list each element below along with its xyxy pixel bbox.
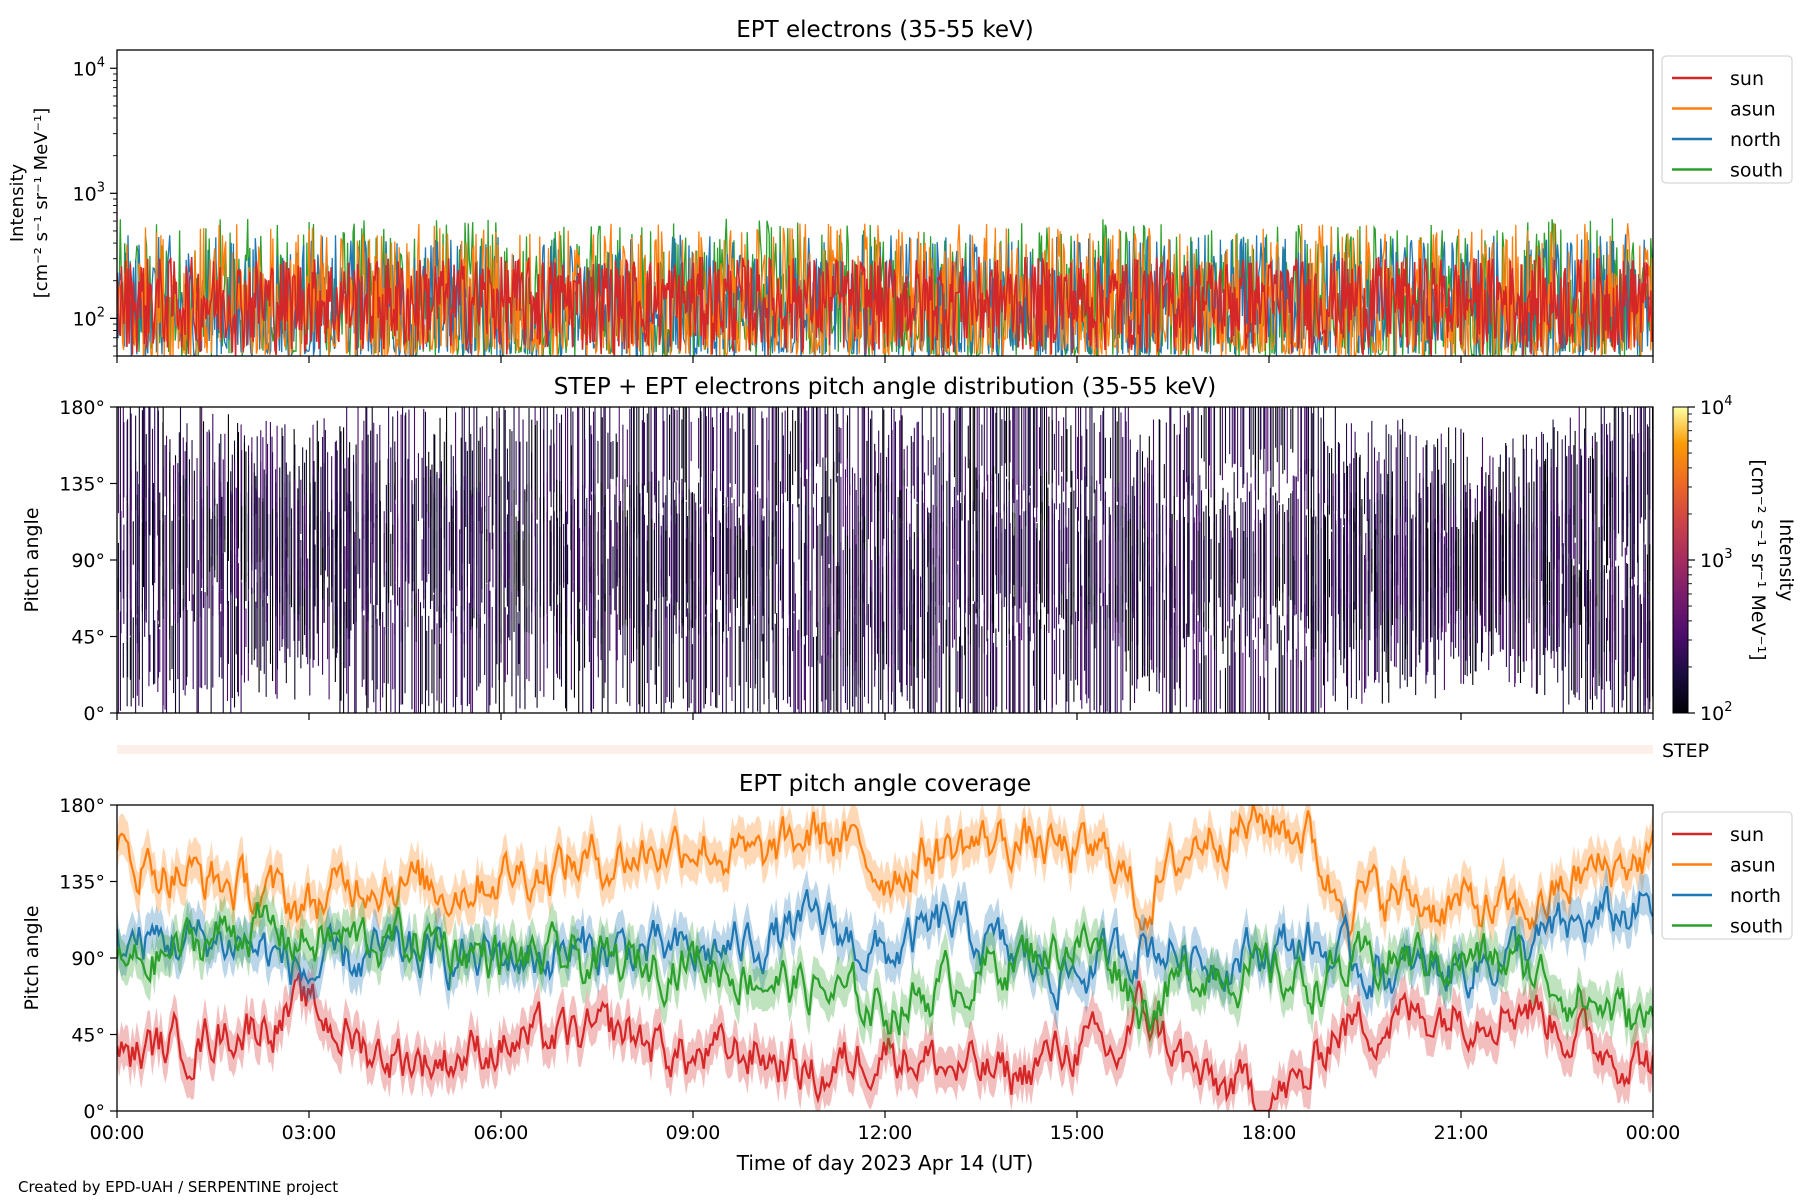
coverage-legend: sun asun north south bbox=[1661, 811, 1793, 940]
pitch-distribution-panel: STEP + EPT electrons pitch angle distrib… bbox=[21, 374, 1797, 725]
intensity-ylabel-line1: Intensity bbox=[7, 163, 28, 242]
x-tick-label: 03:00 bbox=[282, 1122, 337, 1144]
pitch-ytick-label: 135° bbox=[59, 474, 105, 496]
pitch-ytick-label: 0° bbox=[83, 1101, 105, 1123]
coverage-band-sun bbox=[117, 952, 1653, 1111]
x-tick-label: 09:00 bbox=[666, 1122, 721, 1144]
intensity-plot-area bbox=[117, 218, 1653, 356]
intensity-ytick-label: 104 bbox=[73, 55, 105, 80]
step-label: STEP bbox=[1662, 740, 1709, 762]
pitch-distribution-y-ticks: 0° 45° 90° 135° 180° bbox=[59, 397, 117, 725]
legend-label-north: north bbox=[1730, 885, 1781, 907]
coverage-line-south bbox=[117, 901, 1653, 1036]
coverage-band-asun bbox=[117, 805, 1653, 956]
x-tick-label: 00:00 bbox=[90, 1122, 145, 1144]
pitch-ytick-label: 45° bbox=[71, 1025, 105, 1047]
step-coverage-band bbox=[117, 745, 1653, 754]
intensity-series-sun bbox=[117, 254, 1653, 356]
x-tick-label: 21:00 bbox=[1434, 1122, 1489, 1144]
legend-box bbox=[1661, 811, 1793, 940]
coverage-line-asun bbox=[117, 805, 1653, 938]
coverage-y-ticks: 0° 45° 90° 135° 180° bbox=[59, 795, 117, 1123]
x-tick-label: 06:00 bbox=[474, 1122, 529, 1144]
x-tick-label: 15:00 bbox=[1050, 1122, 1105, 1144]
legend-label-asun: asun bbox=[1730, 99, 1776, 121]
pitch-distribution-ylabel: Pitch angle bbox=[21, 507, 43, 612]
pitch-ytick-label: 45° bbox=[71, 627, 105, 649]
legend-label-south: south bbox=[1730, 916, 1783, 938]
pitch-ytick-label: 90° bbox=[71, 948, 105, 970]
pitch-distribution-frame bbox=[116, 406, 1654, 714]
intensity-panel: EPT electrons (35-55 keV) 102 103 104 Inte… bbox=[7, 17, 1793, 363]
colorbar-tick-label: 102 bbox=[1700, 700, 1732, 725]
intensity-ytick-label: 103 bbox=[73, 180, 105, 205]
footer-credit: Created by EPD-UAH / SERPENTINE project bbox=[18, 1178, 338, 1196]
intensity-legend: sun asun north south bbox=[1661, 55, 1793, 184]
legend-box bbox=[1661, 55, 1793, 184]
intensity-ylabel-line2: [cm⁻² s⁻¹ sr⁻¹ MeV⁻¹] bbox=[31, 108, 52, 299]
x-tick-label: 18:00 bbox=[1242, 1122, 1297, 1144]
colorbar-label-line2: [cm⁻² s⁻¹ sr⁻¹ MeV⁻¹] bbox=[1747, 459, 1769, 660]
pitch-distribution-x-ticks bbox=[116, 713, 1654, 720]
coverage-line-sun bbox=[117, 972, 1653, 1111]
colorbar-label-line1: Intensity bbox=[1775, 519, 1797, 602]
pitch-distribution-title: STEP + EPT electrons pitch angle distrib… bbox=[554, 374, 1216, 400]
x-tick-label: 12:00 bbox=[858, 1122, 913, 1144]
pitch-ytick-label: 180° bbox=[59, 795, 105, 817]
legend-label-south: south bbox=[1730, 160, 1783, 182]
coverage-title: EPT pitch angle coverage bbox=[739, 771, 1031, 797]
coverage-plot-area bbox=[117, 805, 1653, 1111]
pitch-ytick-label: 180° bbox=[59, 397, 105, 419]
x-tick-label: 00:00 bbox=[1626, 1122, 1681, 1144]
coverage-panel: EPT pitch angle coverage 0° 45° 90° 135° 180… bbox=[21, 771, 1793, 1175]
pitch-distribution-heatmap bbox=[117, 407, 1653, 713]
colorbar-ticks: 102 103 104 bbox=[1688, 394, 1732, 725]
pitch-ytick-label: 0° bbox=[83, 703, 105, 725]
colorbar bbox=[1672, 406, 1689, 714]
coverage-x-ticks: 00:00 03:00 06:00 09:00 12:00 15:00 18:00 21:00… bbox=[90, 1111, 1681, 1144]
intensity-panel-title: EPT electrons (35-55 keV) bbox=[736, 17, 1033, 43]
intensity-y-ticks: 102 103 104 bbox=[73, 55, 117, 357]
pitch-ytick-label: 135° bbox=[59, 872, 105, 894]
colorbar-tick-label: 103 bbox=[1700, 547, 1732, 572]
intensity-ytick-label: 102 bbox=[73, 305, 105, 330]
legend-label-sun: sun bbox=[1730, 68, 1764, 90]
legend-label-sun: sun bbox=[1730, 824, 1764, 846]
legend-label-asun: asun bbox=[1730, 855, 1776, 877]
intensity-x-ticks bbox=[116, 356, 1654, 363]
legend-label-north: north bbox=[1730, 129, 1781, 151]
colorbar-tick-label: 104 bbox=[1700, 394, 1732, 419]
coverage-line-north bbox=[117, 885, 1653, 1011]
pitch-ytick-label: 90° bbox=[71, 550, 105, 572]
x-axis-label: Time of day 2023 Apr 14 (UT) bbox=[736, 1151, 1034, 1175]
coverage-ylabel: Pitch angle bbox=[21, 905, 43, 1010]
